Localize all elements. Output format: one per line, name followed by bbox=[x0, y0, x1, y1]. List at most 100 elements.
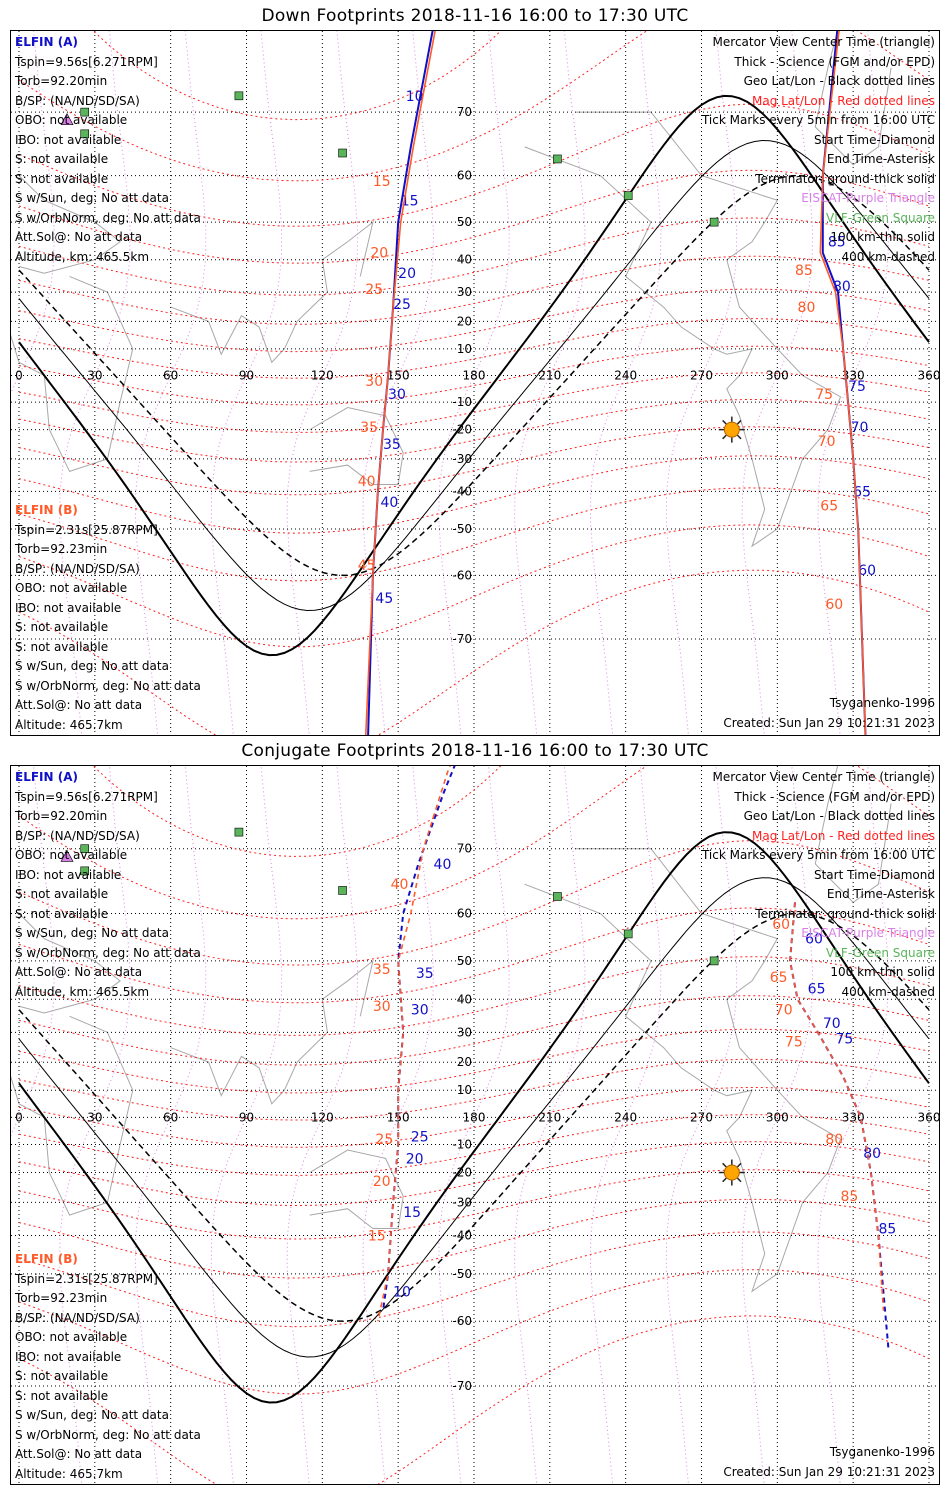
latitude-tick-label: -40 bbox=[452, 1228, 472, 1242]
elfin-a-info: ELFIN (A) Tspin=9.56s[6.271RPM] Torb=92.… bbox=[15, 33, 201, 267]
elfin-b-tick-label: 75 bbox=[785, 1035, 803, 1051]
elfin-b-tick-label: 40 bbox=[391, 877, 409, 893]
latitude-tick-label: 30 bbox=[457, 1025, 472, 1039]
magnetic-longitude-line bbox=[741, 766, 814, 1484]
magnetic-latitude-line bbox=[18, 345, 930, 406]
vlf-site-marker bbox=[623, 191, 633, 200]
latitude-tick-label: 10 bbox=[457, 1083, 472, 1097]
elfin-b-footprint-track bbox=[819, 31, 867, 735]
longitude-tick-label: 60 bbox=[163, 1110, 178, 1124]
elfin-a-tick-label: 30 bbox=[388, 387, 406, 403]
magnetic-longitude-line bbox=[286, 766, 359, 1484]
latitude-tick-label: 50 bbox=[457, 215, 472, 229]
magnetic-latitude-line bbox=[18, 1058, 930, 1121]
magnetic-latitude-line bbox=[92, 31, 502, 121]
sun-ray bbox=[722, 419, 727, 425]
latitude-tick-label: -30 bbox=[452, 452, 472, 466]
info-line: Altitude: 465.7km bbox=[15, 1466, 123, 1481]
magnetic-longitude-line bbox=[134, 766, 207, 1484]
legend-item: Thick - Science (FGM and/or EPD) bbox=[734, 54, 935, 69]
terminator-400km bbox=[18, 912, 930, 1322]
latitude-tick-label: -10 bbox=[452, 1138, 472, 1152]
longitude-tick-label: 210 bbox=[538, 369, 561, 383]
terminator-100km bbox=[18, 877, 930, 1358]
info-line: B/SP: (NA/ND/SD/SA) bbox=[15, 828, 140, 843]
model-name: Tsyganenko-1996 bbox=[829, 1445, 935, 1459]
elfin-b-tick-label: 80 bbox=[825, 1132, 843, 1148]
terminator-ground bbox=[18, 831, 930, 1404]
terminator-100km bbox=[18, 139, 930, 612]
elfin-b-footprint-track bbox=[377, 766, 451, 1322]
map-canvas: 0 30 60 90 120 150 180 210 240 270 300 330 360 70 60 50… bbox=[11, 31, 939, 735]
legend-item: Terminator: ground-thick solid bbox=[755, 171, 935, 186]
vlf-site-marker bbox=[553, 154, 562, 164]
terminator-400km bbox=[18, 174, 930, 577]
latitude-tick-label: -10 bbox=[452, 395, 472, 409]
panel-title: Down Footprints 2018-11-16 16:00 to 17:3… bbox=[261, 6, 689, 26]
magnetic-latitude-line bbox=[18, 426, 930, 496]
magnetic-latitude-line bbox=[18, 995, 930, 1066]
magnetic-latitude-line bbox=[18, 318, 930, 379]
eiscat-site-marker bbox=[60, 113, 74, 125]
magnetic-latitude-line bbox=[18, 1087, 930, 1148]
magnetic-longitude-line bbox=[817, 31, 889, 735]
elfin-b-tick-label: 25 bbox=[375, 1132, 393, 1148]
sun-ray bbox=[736, 434, 742, 440]
latitude-tick-label: 60 bbox=[457, 169, 472, 183]
sun-ray bbox=[722, 1177, 727, 1183]
latitude-tick-label: 60 bbox=[457, 906, 472, 920]
sun-ray bbox=[736, 1162, 742, 1168]
info-line: S w/Sun, deg: No att data bbox=[15, 191, 169, 205]
coastline bbox=[524, 111, 842, 548]
magnetic-latitude-line bbox=[18, 372, 930, 433]
sun-ray bbox=[736, 1177, 742, 1183]
info-line: IBO: not available bbox=[15, 867, 122, 882]
sun-ray bbox=[736, 419, 742, 425]
legend-item: Mercator View Center Time (triangle) bbox=[712, 35, 935, 49]
info-line: Altitude, km: 465.5km bbox=[15, 984, 150, 999]
info-line: S: not available bbox=[15, 1369, 109, 1383]
magnetic-latitude-line bbox=[18, 288, 930, 353]
elfin-b-tick-label: 75 bbox=[815, 387, 833, 403]
vlf-site-marker bbox=[623, 929, 633, 939]
elfin-b-info: ELFIN (B) Tspin=2.31s[25.87RPM] Torb=92.… bbox=[15, 1250, 201, 1484]
longitude-tick-label: 270 bbox=[690, 1110, 713, 1124]
info-line: Att.Sol@: No att data bbox=[15, 1447, 143, 1461]
panel-title: Conjugate Footprints 2018-11-16 16:00 to… bbox=[241, 741, 709, 761]
subsolar-point-icon bbox=[723, 1164, 740, 1181]
info-line: Torb=92.23min bbox=[15, 1291, 108, 1305]
elfin-b-tick-label: 15 bbox=[368, 1228, 386, 1244]
created-timestamp: Created: Sun Jan 29 10:21:31 2023 bbox=[723, 1464, 935, 1479]
magnetic-longitude-line bbox=[589, 766, 662, 1484]
legend-item: Thick - Science (FGM and/or EPD) bbox=[734, 789, 935, 804]
latitude-tick-label: -70 bbox=[452, 632, 472, 646]
info-line: Tspin=2.31s[25.87RPM] bbox=[15, 1271, 158, 1286]
longitude-tick-label: 180 bbox=[463, 369, 486, 383]
info-line: B/SP: (NA/ND/SD/SA) bbox=[15, 561, 140, 576]
latitude-tick-label: 30 bbox=[457, 285, 472, 299]
coastline bbox=[11, 275, 134, 473]
latitude-tick-label: 20 bbox=[457, 314, 472, 328]
legend-item: Tick Marks every 5min from 16:00 UTC bbox=[701, 848, 935, 862]
info-line: S w/OrbNorm, deg: No att data bbox=[15, 678, 201, 693]
elfin-b-tick-label: 65 bbox=[770, 970, 788, 986]
longitude-tick-label: 330 bbox=[842, 369, 865, 383]
legend-item: VLF-Green Square bbox=[826, 210, 935, 225]
elfin-b-tick-label: 85 bbox=[841, 1189, 859, 1205]
magnetic-latitude-line bbox=[18, 1269, 930, 1395]
legend-item: Terminator: ground-thick solid bbox=[755, 906, 935, 921]
elfin-b-tick-label: 70 bbox=[818, 434, 836, 450]
vlf-site-marker bbox=[338, 148, 347, 158]
legend-item: VLF-Green Square bbox=[826, 945, 935, 960]
coastline bbox=[18, 175, 121, 274]
elfin-b-footprint-track bbox=[364, 31, 436, 735]
elfin-a-header: ELFIN (A) bbox=[15, 770, 78, 784]
magnetic-longitude-line bbox=[741, 31, 814, 735]
terminator-ground bbox=[18, 94, 930, 657]
elfin-b-tick-label: 30 bbox=[365, 374, 383, 390]
elfin-a-tick-label: 20 bbox=[406, 1151, 424, 1167]
elfin-a-tick-label: 60 bbox=[858, 563, 876, 579]
coastline bbox=[814, 31, 892, 166]
elfin-b-header: ELFIN (B) bbox=[15, 503, 78, 517]
info-line: S: not available bbox=[15, 171, 109, 186]
